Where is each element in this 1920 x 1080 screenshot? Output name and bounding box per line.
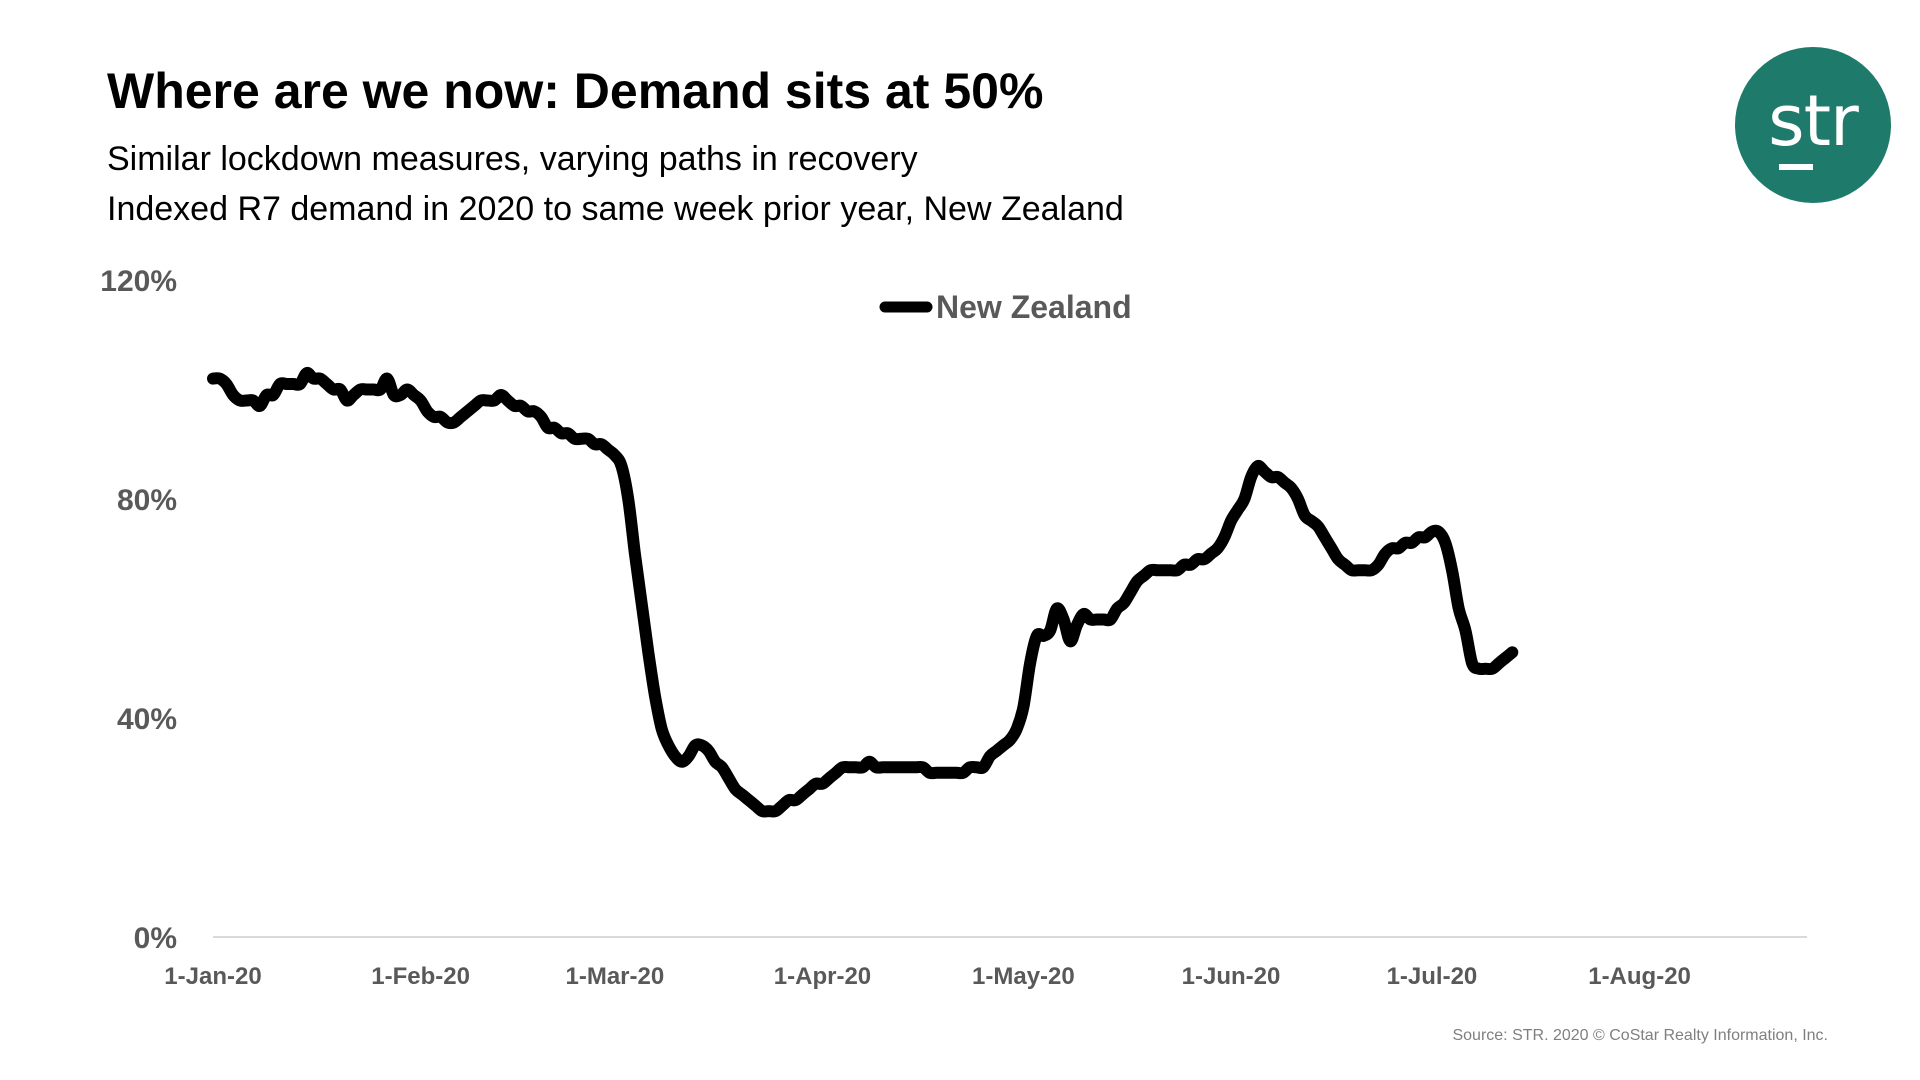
y-tick-label: 40%: [117, 703, 177, 736]
data-point: [683, 750, 694, 762]
data-point: [1245, 471, 1257, 483]
y-tick-label: 0%: [134, 922, 177, 955]
data-point: [1439, 537, 1451, 549]
data-point: [1071, 619, 1083, 631]
data-point: [1433, 526, 1445, 538]
data-point: [254, 400, 266, 412]
data-point: [636, 597, 648, 609]
series-group: [207, 367, 1519, 818]
data-point: [649, 690, 661, 702]
data-point: [374, 384, 386, 395]
data-point: [334, 384, 346, 395]
data-point: [1319, 531, 1331, 543]
data-point: [1446, 564, 1458, 576]
data-point: [656, 723, 668, 735]
data-point: [1292, 493, 1304, 505]
data-point: [1453, 603, 1465, 614]
data-point: [1312, 520, 1324, 532]
x-tick-label: 1-May-20: [972, 963, 1075, 990]
chart-legend: New Zealand: [879, 289, 1132, 325]
data-point: [1506, 646, 1518, 658]
data-point: [1051, 603, 1063, 614]
data-point: [703, 745, 715, 757]
source-note: Source: STR. 2020 © CoStar Realty Inform…: [1452, 1027, 1828, 1044]
data-point: [1238, 493, 1250, 505]
x-axis: 1-Jan-20 1-Feb-20 1-Mar-20 1-Apr-20 1-May-20…: [164, 963, 1691, 990]
series-points-new-zealand: [207, 367, 1518, 817]
series-line-new-zealand: [207, 367, 1519, 818]
subtitle-line-2: Indexed R7 demand in 2020 to same week p…: [107, 190, 1124, 228]
x-tick-label: 1-Aug-20: [1588, 963, 1691, 990]
str-logo-text: str: [1768, 80, 1859, 162]
data-point: [1372, 559, 1384, 571]
data-point: [381, 373, 393, 385]
x-tick-label: 1-Jun-20: [1182, 963, 1281, 990]
x-tick-label: 1-Jan-20: [164, 963, 261, 990]
data-point: [1232, 504, 1244, 516]
data-point: [609, 449, 621, 461]
data-point: [1105, 614, 1116, 625]
y-tick-label: 120%: [100, 265, 177, 298]
data-point: [716, 761, 728, 773]
data-point: [622, 493, 634, 505]
data-point: [220, 378, 232, 390]
data-point: [1285, 482, 1297, 494]
y-axis: 0% 40% 80% 120%: [100, 265, 177, 955]
data-point: [1459, 624, 1471, 636]
data-point: [415, 395, 427, 406]
data-point: [1125, 586, 1137, 598]
str-logo-underline: [1779, 164, 1813, 170]
data-point: [1218, 531, 1230, 543]
x-tick-label: 1-Feb-20: [371, 963, 470, 990]
x-tick-label: 1-Mar-20: [565, 963, 664, 990]
y-tick-label: 80%: [117, 484, 177, 517]
x-tick-label: 1-Jul-20: [1387, 963, 1478, 990]
data-point: [1024, 657, 1036, 669]
data-point: [629, 548, 641, 560]
legend-label-new-zealand: New Zealand: [936, 289, 1132, 325]
data-point: [1064, 635, 1076, 647]
data-point: [1004, 734, 1016, 746]
subtitle-line-1: Similar lockdown measures, varying paths…: [107, 140, 918, 178]
data-point: [977, 761, 989, 773]
page-title: Where are we now: Demand sits at 50%: [107, 63, 1044, 119]
data-point: [1225, 515, 1237, 527]
data-point: [723, 772, 735, 784]
str-logo: str: [1735, 47, 1891, 203]
data-point: [267, 389, 279, 401]
data-point: [662, 739, 674, 751]
data-point: [1326, 542, 1337, 554]
data-point: [535, 411, 547, 423]
data-point: [1044, 624, 1056, 636]
x-tick-label: 1-Apr-20: [774, 963, 871, 990]
data-point: [642, 646, 654, 658]
data-point: [1011, 723, 1023, 735]
data-point: [1118, 597, 1130, 609]
data-point: [616, 460, 627, 472]
data-point: [1212, 542, 1224, 554]
data-point: [294, 378, 306, 390]
data-point: [1058, 614, 1070, 625]
data-point: [1017, 701, 1029, 713]
